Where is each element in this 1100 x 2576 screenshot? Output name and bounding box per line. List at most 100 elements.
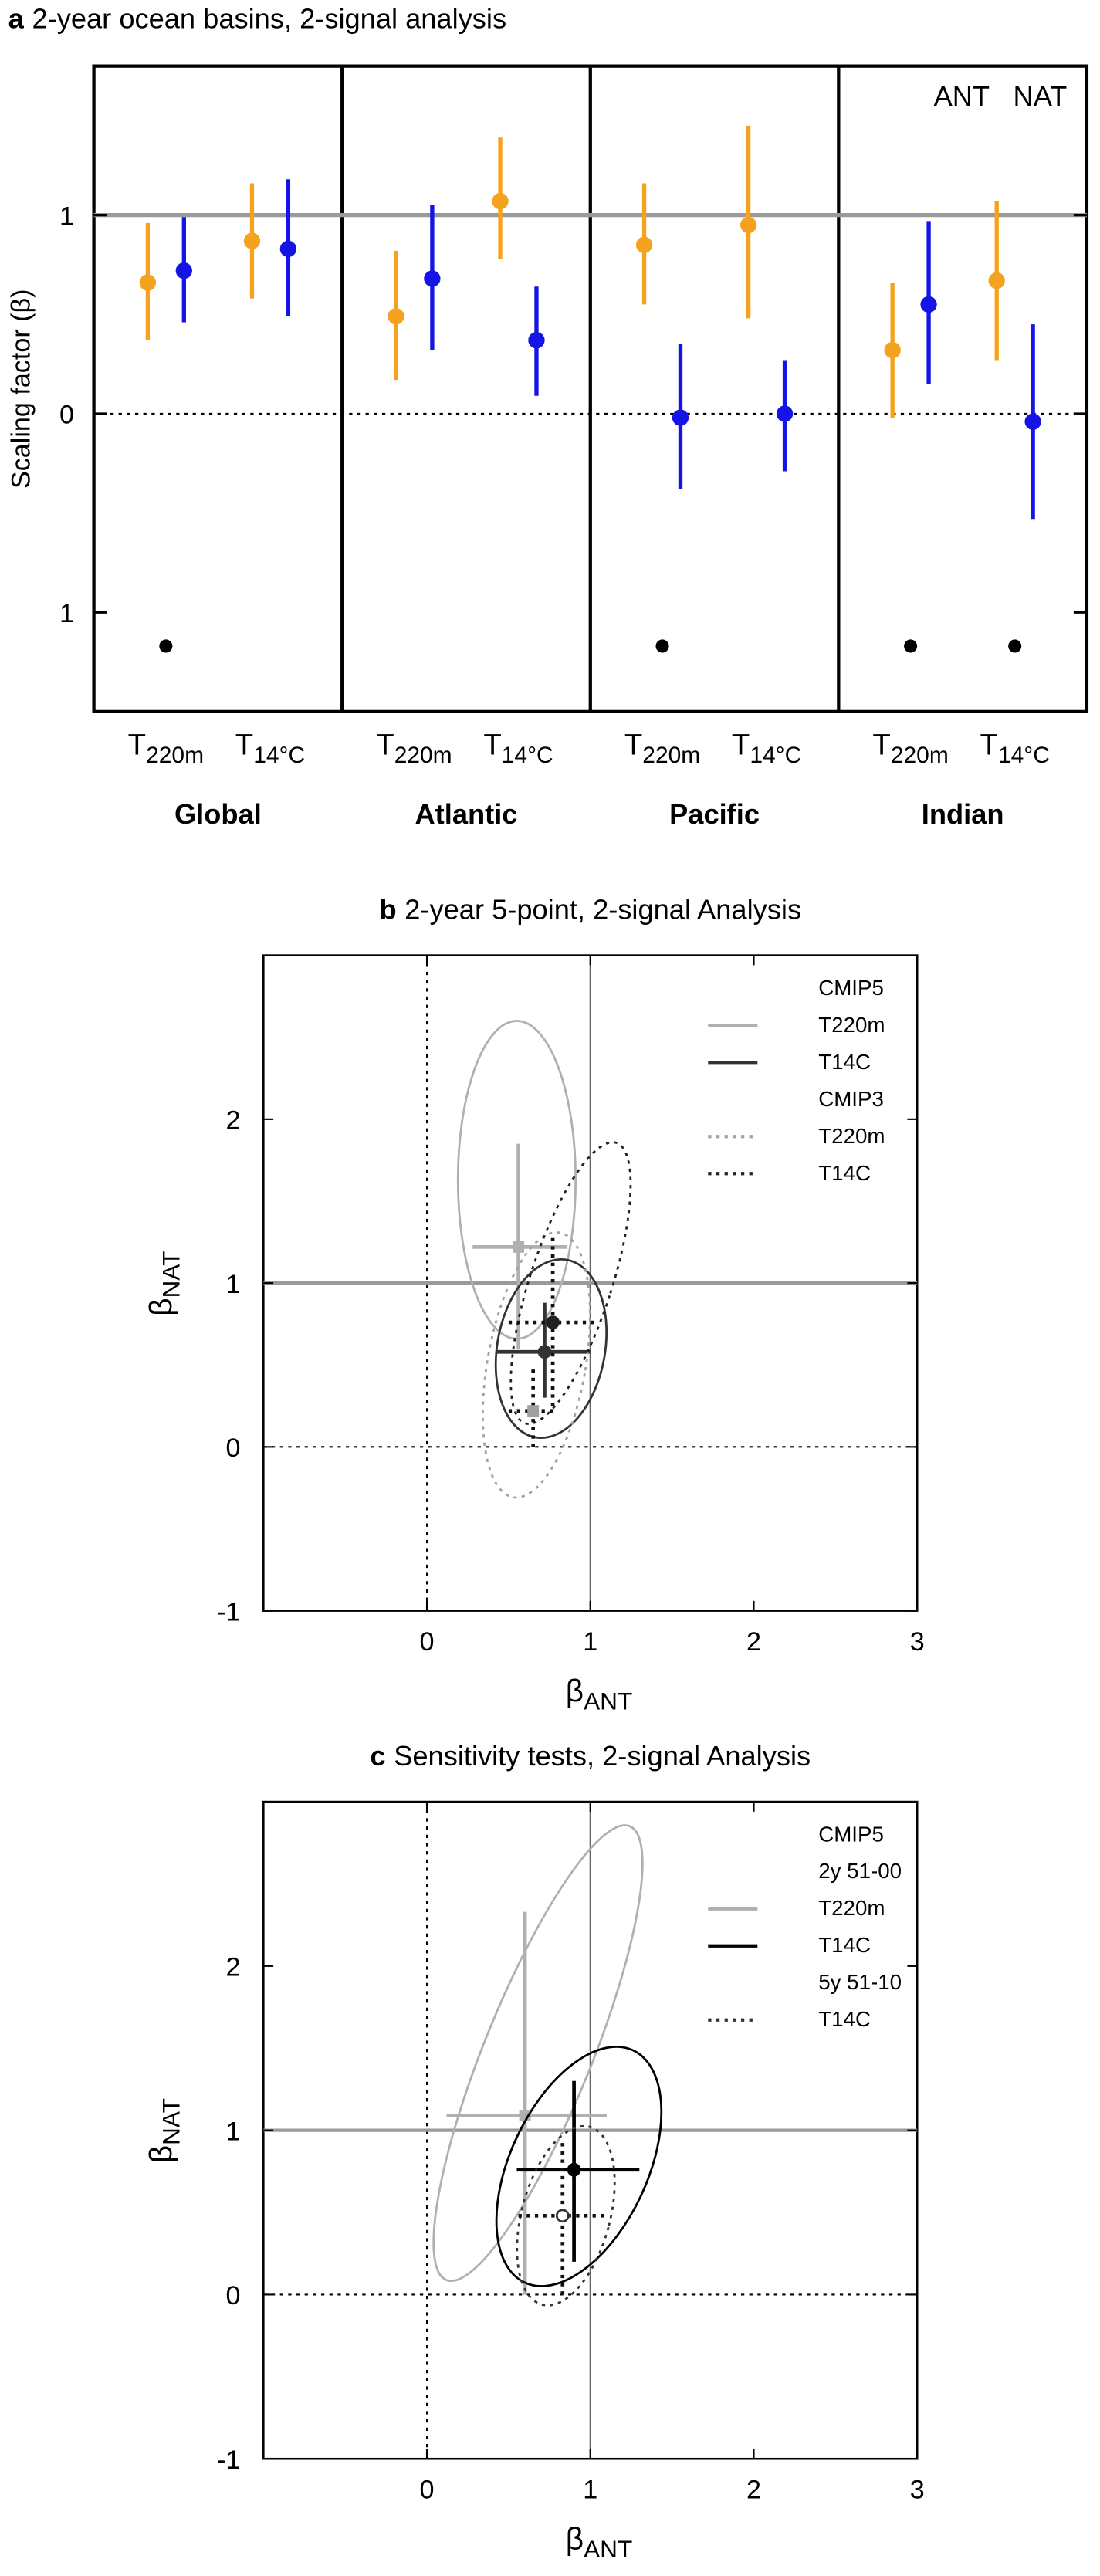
y-tick-label: 2 (225, 1106, 240, 1136)
y-axis-label-sub: NAT (157, 1251, 185, 1298)
point (388, 308, 404, 325)
group-label: Global (174, 798, 262, 830)
point (528, 332, 545, 349)
x-tick-label: 1 (583, 1627, 597, 1657)
y-axis-label-base: β (143, 1298, 178, 1315)
x-tick-label-sub: 220m (394, 743, 452, 768)
y-tick-label: 1 (59, 599, 74, 628)
x-tick-label-base: T (483, 728, 501, 761)
legend-entry: T14C (818, 1933, 871, 1957)
x-tick-label: T14°C (483, 728, 553, 768)
x-tick-label-base: T (128, 728, 146, 761)
legend-entry: T220m (818, 1896, 885, 1920)
point (527, 1405, 540, 1417)
y-axis-label-base: β (143, 2145, 178, 2163)
legend-group: CMIP5 (818, 976, 884, 1000)
confidence-ellipse (482, 1231, 591, 1499)
x-tick-label-sub: 220m (642, 743, 700, 768)
legend-entry: T220m (818, 1124, 885, 1148)
y-tick-label: 2 (225, 1953, 240, 1982)
legend-group: 5y 51-10 (818, 1970, 902, 1994)
marker-dot (159, 639, 173, 653)
x-tick-label-base: T (624, 728, 642, 761)
legend-entry: ANT (934, 80, 990, 112)
x-tick-label: T220m (624, 728, 700, 768)
y-tick-label: 0 (225, 2281, 240, 2310)
title-text: Sensitivity tests, 2-signal Analysis (394, 1740, 811, 1772)
x-tick-label-base: T (980, 728, 997, 761)
marker-dot (1008, 639, 1022, 653)
x-tick-label-base: T (376, 728, 394, 761)
x-tick-label: 2 (746, 2475, 761, 2504)
group-label: Pacific (669, 798, 760, 830)
confidence-ellipse (494, 1258, 608, 1439)
point (920, 296, 937, 313)
confidence-ellipse (516, 2124, 616, 2307)
legend-group: CMIP3 (818, 1087, 884, 1111)
x-tick-label: T14°C (235, 728, 305, 768)
point (740, 216, 757, 234)
point (546, 1315, 560, 1329)
panel-title: c Sensitivity tests, 2-signal Analysis (370, 1740, 811, 1772)
point (175, 262, 192, 279)
panel-label: c (370, 1740, 385, 1772)
x-tick-label-sub: 14°C (750, 743, 801, 768)
point (884, 341, 901, 359)
y-tick-label: 1 (225, 1270, 240, 1299)
x-tick-label-sub: 14°C (998, 743, 1050, 768)
confidence-ellipse (495, 2046, 663, 2287)
legend-entry: T14C (818, 2007, 871, 2031)
y-tick-label: 1 (59, 201, 74, 231)
group-label: Indian (922, 798, 1004, 830)
x-tick-label: 0 (420, 2475, 435, 2504)
legend-entry: T14C (818, 1050, 871, 1074)
x-tick-label-sub: 14°C (502, 743, 553, 768)
point (635, 236, 653, 253)
legend-entry: NAT (1014, 80, 1068, 112)
legend-entry: T14C (818, 1161, 871, 1185)
panel-label: b (379, 894, 396, 926)
legend-entry: T220m (818, 1013, 885, 1037)
title-text: 2-year ocean basins, 2-signal analysis (32, 3, 507, 35)
x-tick-label: 3 (910, 1627, 925, 1657)
legend-title: CMIP5 (818, 1822, 884, 1846)
y-axis-label-group: βNAT (143, 1251, 185, 1316)
y-tick-label: -1 (217, 1597, 240, 1627)
point (776, 405, 794, 422)
y-tick-label: 0 (59, 401, 74, 430)
x-tick-label: T14°C (732, 728, 801, 768)
x-axis-label-sub: ANT (584, 1687, 632, 1715)
marker-dot (655, 639, 669, 653)
y-tick-label: -1 (217, 2446, 240, 2475)
y-axis-label-group: βNAT (143, 2098, 185, 2163)
x-tick-label-sub: 220m (146, 743, 204, 768)
point (279, 240, 297, 258)
x-tick-label: 0 (420, 1627, 435, 1657)
x-tick-label-sub: 14°C (253, 743, 305, 768)
x-axis-label: βANT (566, 1673, 633, 1715)
point (1024, 413, 1041, 430)
x-tick-label: T220m (376, 728, 452, 768)
point (424, 270, 441, 287)
y-axis-label: βNAT (143, 1251, 185, 1316)
panel-title: a 2-year ocean basins, 2-signal analysis (8, 3, 506, 35)
point (567, 2162, 581, 2177)
x-tick-label: 3 (910, 2475, 925, 2504)
panel-title: b 2-year 5-point, 2-signal Analysis (379, 894, 801, 926)
confidence-ellipse (432, 1824, 644, 2283)
x-tick-label: T220m (872, 728, 948, 768)
x-tick-label-base: T (732, 728, 750, 761)
title-text: 2-year 5-point, 2-signal Analysis (404, 894, 801, 926)
marker-dot (904, 639, 918, 653)
x-tick-label: T220m (128, 728, 204, 768)
y-axis-label: Scaling factor (β) (6, 289, 36, 489)
x-axis-label: βANT (566, 2521, 633, 2564)
point (555, 2209, 570, 2223)
x-tick-label-base: T (872, 728, 890, 761)
x-axis-label-sub: ANT (584, 2535, 632, 2563)
x-tick-label-sub: 220m (891, 743, 949, 768)
x-tick-label: 2 (746, 1627, 761, 1657)
point (243, 232, 261, 249)
